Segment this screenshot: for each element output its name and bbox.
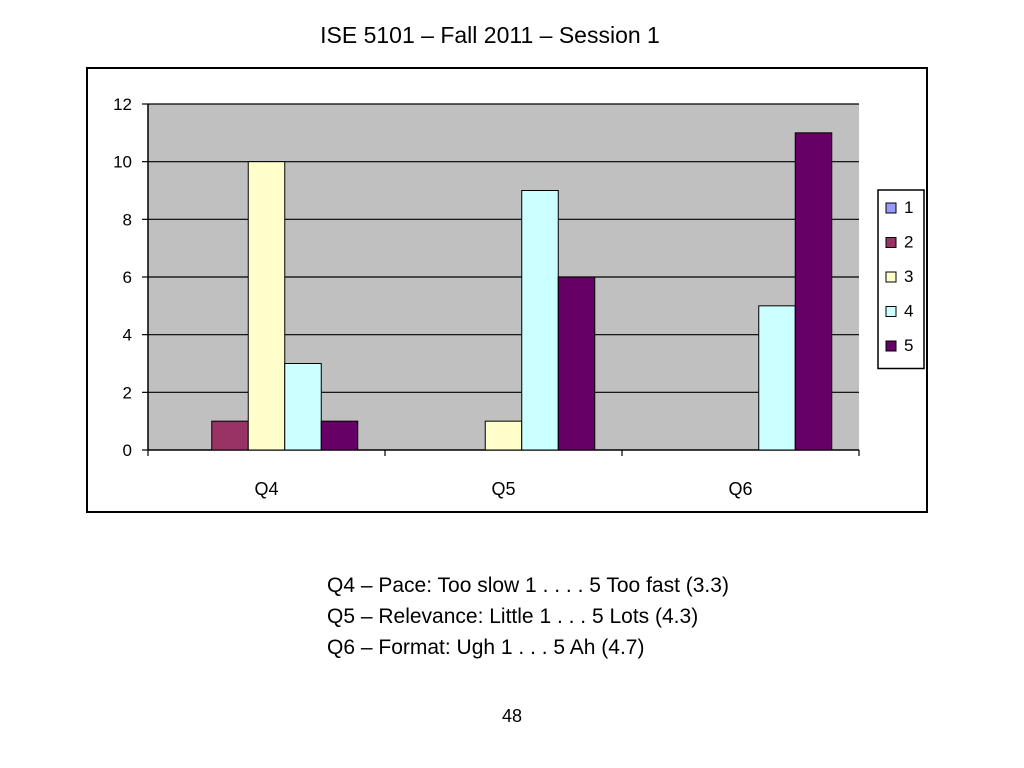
y-tick-label: 0 [123,441,132,460]
bar-q4-series-4 [284,363,322,451]
y-tick-label: 2 [123,383,132,402]
note-q5: Q5 – Relevance: Little 1 . . . 5 Lots (4… [327,605,699,628]
bar-q4-series-3 [247,161,286,451]
x-tick-label: Q6 [728,479,752,499]
page-number: 48 [501,706,523,726]
legend-label-1: 1 [904,198,913,217]
legend-swatch-2 [885,237,897,248]
note-q4: Q4 – Pace: Too slow 1 . . . . 5 Too fast… [327,574,729,597]
y-tick-label: 4 [123,326,132,345]
bar-q4-series-2 [211,420,249,451]
legend-label-5: 5 [904,336,913,355]
legend-label-3: 3 [904,267,913,286]
bar-q5-series-3 [484,420,523,451]
y-tick-label: 6 [123,268,132,287]
legend-swatch-1 [885,202,897,214]
y-tick-label: 12 [113,95,132,114]
bar-q5-series-5 [557,276,596,451]
bar-q6-series-4 [758,305,796,451]
y-tick-label: 10 [113,153,132,172]
legend-swatch-5 [885,340,897,352]
bar-q5-series-4 [521,190,559,451]
bar-q4-series-5 [320,420,359,451]
y-tick-label: 8 [123,210,132,229]
legend-label-2: 2 [904,233,913,252]
legend-box [877,189,925,370]
legend-label-4: 4 [904,302,913,321]
question-notes: Q4 – Pace: Too slow 1 . . . . 5 Too fast… [327,570,729,663]
x-tick-label: Q5 [491,479,515,499]
chart-frame: 0 2 4 6 8 10 12 Q4 Q5 Q6 1 2 3 4 5 [86,67,928,513]
slide-title: ISE 5101 – Fall 2011 – Session 1 [320,22,660,48]
note-q6: Q6 – Format: Ugh 1 . . . 5 Ah (4.7) [327,636,645,659]
bar-q6-series-5 [794,132,833,451]
legend-swatch-4 [885,306,897,317]
legend-swatch-3 [885,271,897,283]
x-tick-label: Q4 [254,479,278,499]
